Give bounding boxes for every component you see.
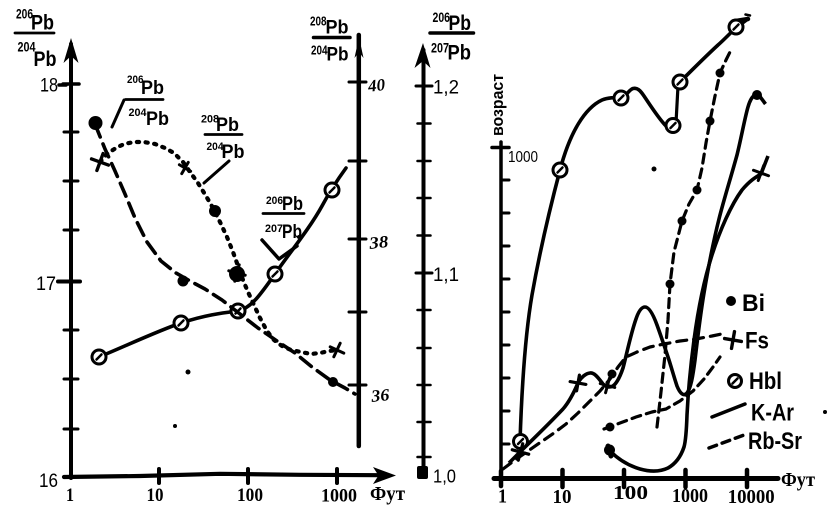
svg-text:Rb-Sr: Rb-Sr (748, 428, 802, 455)
svg-text:1: 1 (66, 485, 74, 506)
svg-text:208: 208 (310, 14, 327, 29)
svg-text:206: 206 (127, 74, 144, 86)
svg-text:Pb: Pb (448, 42, 472, 65)
svg-text:1000: 1000 (508, 149, 538, 166)
svg-text:36: 36 (369, 385, 390, 406)
svg-text:206: 206 (266, 195, 283, 207)
svg-text:K-Ar: K-Ar (751, 400, 794, 427)
svg-text:204: 204 (18, 39, 36, 55)
svg-text:100: 100 (613, 482, 648, 504)
svg-text:207: 207 (265, 223, 283, 235)
svg-text:1000: 1000 (321, 486, 357, 507)
svg-text:Pb: Pb (141, 78, 164, 99)
svg-text:208: 208 (201, 114, 219, 126)
svg-text:204: 204 (129, 107, 148, 119)
svg-text:40: 40 (366, 75, 386, 96)
svg-text:Фут: Фут (370, 483, 405, 505)
svg-text:204: 204 (311, 43, 328, 58)
svg-text:10: 10 (553, 486, 572, 508)
svg-text:1,2: 1,2 (433, 78, 459, 99)
svg-text:10000: 10000 (728, 486, 775, 508)
svg-text:Fs: Fs (745, 328, 769, 355)
svg-text:17: 17 (36, 274, 56, 295)
svg-text:1,1: 1,1 (433, 265, 459, 286)
svg-text:возраст: возраст (488, 74, 507, 136)
svg-text:16: 16 (39, 471, 58, 492)
svg-text:Pb: Pb (326, 18, 349, 39)
svg-text:Pb: Pb (146, 109, 169, 130)
svg-text:Pb: Pb (216, 115, 239, 136)
svg-text:Pb: Pb (327, 45, 349, 66)
svg-text:Pb: Pb (31, 12, 54, 35)
svg-text:38: 38 (367, 232, 390, 253)
svg-text:100: 100 (237, 485, 263, 506)
svg-text:207: 207 (431, 40, 449, 56)
svg-text:Pb: Pb (222, 142, 245, 163)
svg-text:Hbl: Hbl (749, 368, 782, 395)
svg-text:1,0: 1,0 (433, 467, 456, 487)
svg-text:Pb: Pb (282, 222, 302, 243)
svg-text:206: 206 (16, 6, 33, 22)
svg-text:Pb: Pb (282, 194, 303, 215)
svg-text:Pb: Pb (34, 48, 57, 71)
svg-text:204: 204 (207, 141, 225, 153)
svg-text:206: 206 (433, 9, 451, 25)
svg-text:Pb: Pb (449, 12, 472, 35)
svg-text:1: 1 (498, 486, 507, 508)
svg-text:10: 10 (147, 485, 164, 506)
svg-text:1000: 1000 (672, 485, 708, 507)
svg-text:Фут: Фут (781, 469, 815, 491)
svg-text:Bi: Bi (742, 290, 765, 317)
svg-text:18: 18 (40, 76, 58, 97)
